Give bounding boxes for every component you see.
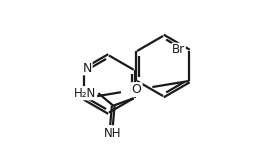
Text: H₂N: H₂N: [74, 87, 97, 100]
Text: O: O: [132, 83, 142, 96]
Text: Br: Br: [172, 43, 185, 56]
Text: N: N: [83, 62, 92, 75]
Text: NH: NH: [103, 127, 121, 140]
